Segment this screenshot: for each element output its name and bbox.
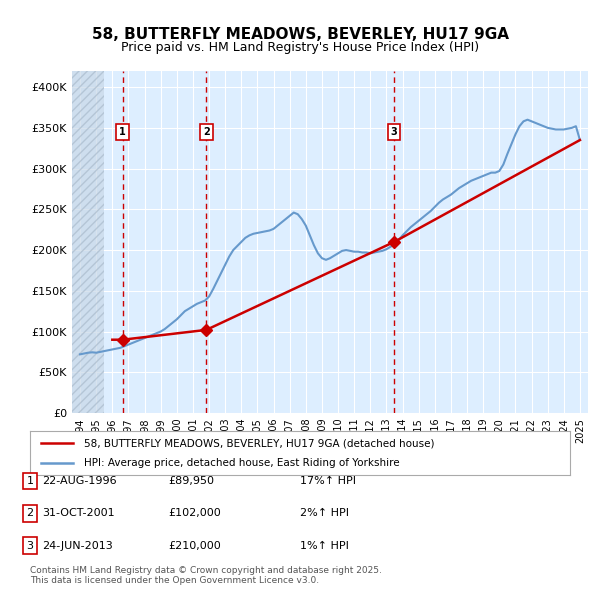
Text: 2: 2 (203, 127, 209, 137)
Text: 1%↑ HPI: 1%↑ HPI (300, 541, 349, 550)
Text: 2%↑ HPI: 2%↑ HPI (300, 509, 349, 518)
Text: 3: 3 (391, 127, 398, 137)
Text: 31-OCT-2001: 31-OCT-2001 (42, 509, 115, 518)
Text: Price paid vs. HM Land Registry's House Price Index (HPI): Price paid vs. HM Land Registry's House … (121, 41, 479, 54)
Text: 58, BUTTERFLY MEADOWS, BEVERLEY, HU17 9GA (detached house): 58, BUTTERFLY MEADOWS, BEVERLEY, HU17 9G… (84, 438, 434, 448)
Text: 1: 1 (26, 476, 34, 486)
Text: 24-JUN-2013: 24-JUN-2013 (42, 541, 113, 550)
Text: 22-AUG-1996: 22-AUG-1996 (42, 476, 116, 486)
Text: 2: 2 (26, 509, 34, 518)
Text: £102,000: £102,000 (168, 509, 221, 518)
Text: £89,950: £89,950 (168, 476, 214, 486)
Text: 3: 3 (26, 541, 34, 550)
Text: HPI: Average price, detached house, East Riding of Yorkshire: HPI: Average price, detached house, East… (84, 458, 400, 467)
Text: 58, BUTTERFLY MEADOWS, BEVERLEY, HU17 9GA: 58, BUTTERFLY MEADOWS, BEVERLEY, HU17 9G… (91, 27, 509, 41)
Text: 1: 1 (119, 127, 126, 137)
Text: Contains HM Land Registry data © Crown copyright and database right 2025.
This d: Contains HM Land Registry data © Crown c… (30, 566, 382, 585)
Text: £210,000: £210,000 (168, 541, 221, 550)
Bar (72, 71, 104, 413)
Text: 17%↑ HPI: 17%↑ HPI (300, 476, 356, 486)
